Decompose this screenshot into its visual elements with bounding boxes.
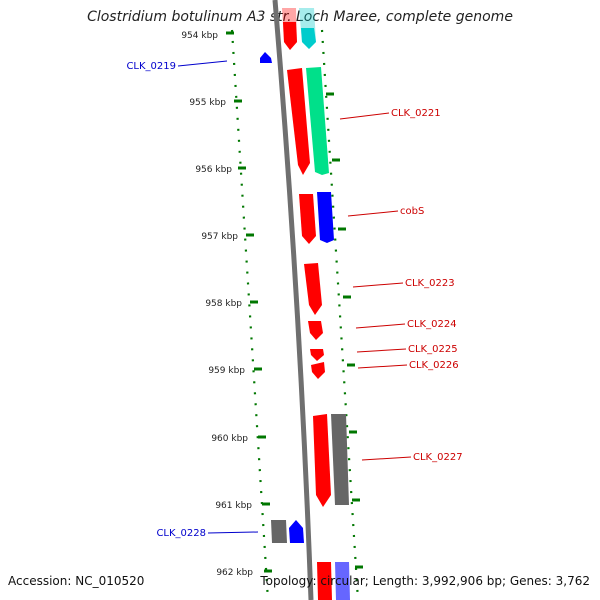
gene-clk0228-blue	[289, 520, 304, 543]
genome-summary-text: Topology: circular; Length: 3,992,906 bp…	[260, 574, 590, 588]
tick-label: 961 kbp	[215, 501, 252, 511]
tick-label: 962 kbp	[216, 568, 253, 578]
gene-clk0227-grey	[331, 414, 349, 505]
gene-feature-cyan-top-solid	[301, 28, 316, 49]
tick-label: 956 kbp	[195, 165, 232, 175]
gene-clk0219	[260, 52, 272, 63]
gene-clk0225	[310, 349, 324, 361]
tick-label: 957 kbp	[201, 232, 238, 242]
tick-label: 955 kbp	[189, 98, 226, 108]
gene-labels: CLK_0219 CLK_0221 cobS CLK_0223 CLK_0224…	[126, 61, 462, 539]
gene-clk0221-red	[287, 68, 310, 175]
gene-clk0227-red	[313, 414, 331, 507]
gene-feature-red-bottom	[317, 562, 332, 600]
gene-feature-blue-bottom	[335, 562, 350, 600]
gene-clk0226	[311, 362, 325, 379]
tick-label: 954 kbp	[181, 31, 218, 41]
outer-tick-marks	[326, 92, 363, 569]
inner-dotted-track	[230, 29, 270, 600]
gene-label-clk0223: CLK_0223	[405, 278, 455, 289]
gene-label-clk0221: CLK_0221	[391, 108, 441, 119]
gene-label-clk0224: CLK_0224	[407, 319, 457, 330]
tick-label: 959 kbp	[208, 366, 245, 376]
gene-cobs-red	[299, 194, 316, 244]
gene-cobs-blue	[317, 192, 334, 243]
gene-feature-red-top-solid	[283, 22, 297, 50]
gene-clk0221-green	[306, 67, 329, 175]
outer-dotted-track	[320, 29, 360, 600]
map-title: Clostridium botulinum A3 str. Loch Maree…	[87, 9, 513, 25]
gene-clk0228-grey	[271, 520, 287, 543]
tick-marks	[226, 31, 272, 573]
gene-label-clk0219: CLK_0219	[126, 61, 176, 72]
tick-label: 960 kbp	[211, 434, 248, 444]
tick-label: 958 kbp	[205, 299, 242, 309]
gene-label-clk0225: CLK_0225	[408, 344, 458, 355]
accession-text: Accession: NC_010520	[8, 574, 145, 588]
gene-clk0224	[308, 321, 323, 340]
leader-lines	[177, 60, 412, 534]
gene-clk0223	[304, 263, 322, 315]
genome-backbone	[272, 0, 314, 600]
gene-label-clk0227: CLK_0227	[413, 452, 463, 463]
tick-labels: 954 kbp 955 kbp 956 kbp 957 kbp 958 kbp …	[181, 31, 253, 578]
gene-label-cobs: cobS	[400, 206, 424, 217]
gene-label-clk0226: CLK_0226	[409, 360, 459, 371]
gene-label-clk0228: CLK_0228	[156, 528, 206, 539]
